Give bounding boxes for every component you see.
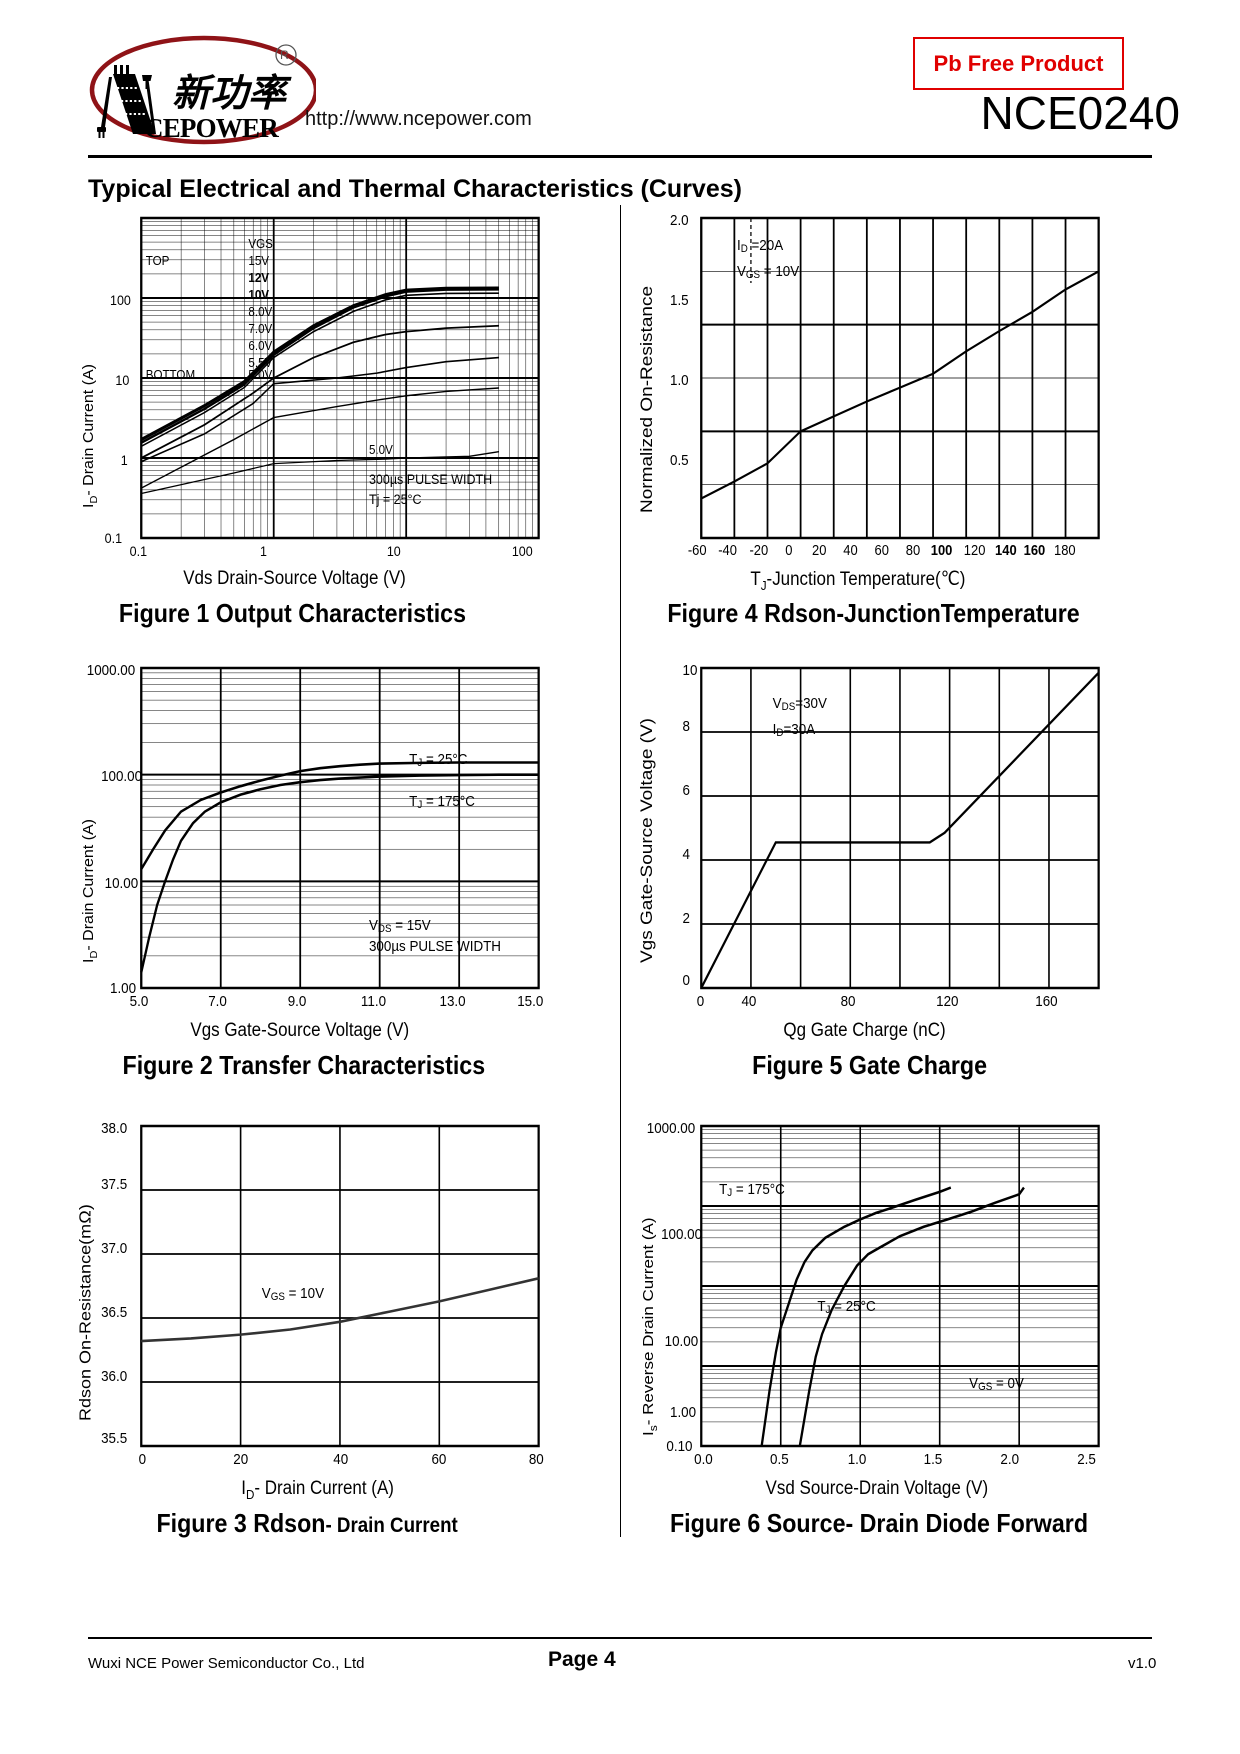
svg-text:300µs PULSE WIDTH: 300µs PULSE WIDTH — [369, 471, 492, 487]
svg-text:TJ = 25°C: TJ = 25°C — [817, 1298, 875, 1316]
svg-text:10V: 10V — [248, 287, 269, 302]
svg-text:VGS: VGS — [248, 236, 273, 251]
svg-text:CEPOWER: CEPOWER — [144, 113, 279, 143]
svg-text:ID =20A: ID =20A — [737, 237, 784, 255]
svg-text:VDS = 15V: VDS = 15V — [369, 917, 431, 935]
svg-text:8.0V: 8.0V — [248, 304, 273, 319]
svg-text:R: R — [280, 48, 289, 62]
svg-text:300µs PULSE WIDTH: 300µs PULSE WIDTH — [369, 938, 501, 955]
svg-text:VDS=30V: VDS=30V — [773, 695, 828, 713]
svg-text:6.0V: 6.0V — [248, 338, 273, 353]
svg-text:Tj = 25°C: Tj = 25°C — [369, 491, 422, 507]
svg-text:5.0V: 5.0V — [369, 442, 394, 457]
svg-text:12V: 12V — [248, 270, 269, 285]
svg-text:VGS = 10V: VGS = 10V — [737, 263, 800, 281]
svg-text:TJ = 25°C: TJ = 25°C — [409, 751, 467, 769]
svg-text:VGS = 0V: VGS = 0V — [969, 1375, 1024, 1393]
svg-text:新功率: 新功率 — [172, 73, 292, 115]
svg-text:VGS = 10V: VGS = 10V — [262, 1285, 325, 1303]
svg-text:BOTTOM: BOTTOM — [146, 367, 195, 382]
svg-text:7.0V: 7.0V — [248, 321, 273, 336]
svg-text:TOP: TOP — [146, 253, 170, 268]
svg-text:15V: 15V — [248, 253, 269, 268]
svg-text:ID=30A: ID=30A — [773, 721, 816, 739]
svg-text:TJ = 175°C: TJ = 175°C — [719, 1181, 785, 1199]
svg-text:5.0V: 5.0V — [248, 367, 273, 382]
svg-text:TJ = 175°C: TJ = 175°C — [409, 793, 475, 811]
